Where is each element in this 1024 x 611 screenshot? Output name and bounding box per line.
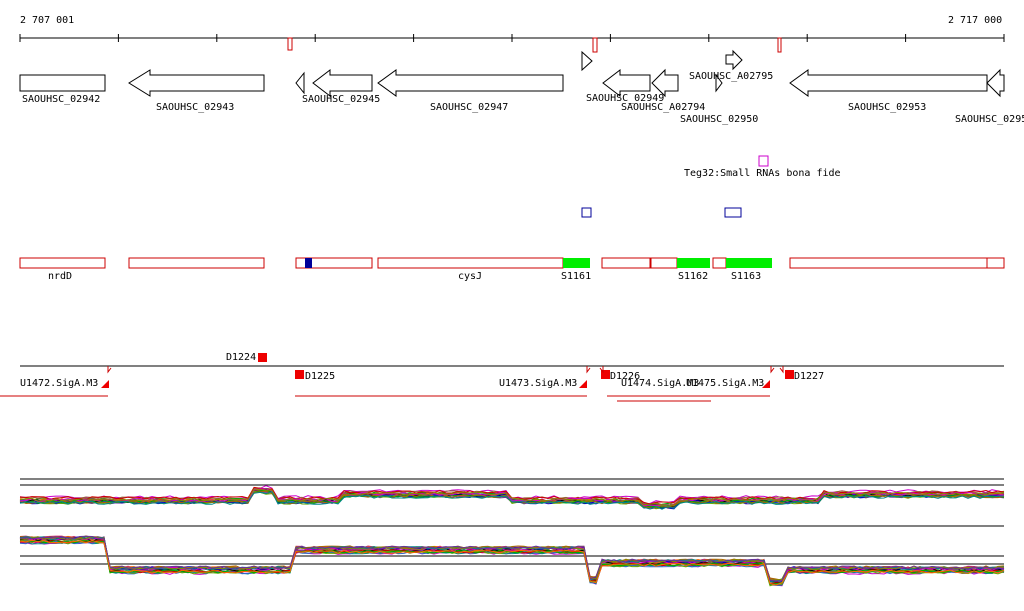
- promoter-tick: [107, 366, 112, 374]
- srna-box[interactable]: [581, 207, 592, 218]
- gene-arrow[interactable]: [602, 68, 651, 98]
- tss-d1224[interactable]: [258, 353, 267, 362]
- feature-label-s1162: S1162: [678, 271, 708, 282]
- expression-trace: [19, 537, 1005, 583]
- expression-trace: [19, 535, 1005, 581]
- promoter-marker: [762, 380, 770, 388]
- srna-s1163[interactable]: [726, 258, 772, 268]
- gene-label: SAOUHSC_0295: [955, 114, 1024, 125]
- ruler-start-label: 2 707 001: [20, 15, 74, 26]
- srna-note: Teg32:Small RNAs bona fide: [684, 168, 841, 179]
- coordinate-ruler: 2 707 001 2 717 000: [19, 15, 1005, 53]
- gene-arrow[interactable]: [377, 69, 564, 97]
- feature-box[interactable]: [377, 257, 564, 269]
- gene-label: SAOUHSC_02945: [302, 94, 380, 105]
- expression-track-lower: [19, 525, 1005, 587]
- expression-trace: [19, 539, 1005, 586]
- gene-arrow[interactable]: [581, 50, 593, 72]
- gene-track: [19, 49, 1005, 98]
- gene-arrow[interactable]: [715, 73, 723, 93]
- gene-arrow[interactable]: [295, 71, 305, 95]
- srna-s1161[interactable]: [563, 258, 590, 268]
- promoter-label-u1474: U1474.SigA.M3: [621, 378, 699, 389]
- gene-label: SAOUHSC_02950: [680, 114, 758, 125]
- gene-arrow[interactable]: [725, 49, 743, 71]
- expression-track-upper: [19, 478, 1005, 510]
- feature-box[interactable]: [295, 257, 373, 269]
- gene-arrow[interactable]: [651, 68, 679, 98]
- feature-track: nrdD cysJ S1161 S1162 S1163: [19, 257, 1005, 282]
- tss-d1225[interactable]: [295, 370, 304, 379]
- expression-trace: [19, 536, 1005, 582]
- gene-label: SAOUHSC_A02794: [621, 102, 705, 113]
- srna-track: Teg32:Small RNAs bona fide: [581, 155, 841, 218]
- promoter-label-u1475: U1475.SigA.M3: [686, 378, 764, 389]
- tss-label-d1224: D1224: [226, 352, 256, 363]
- tss-track: D1224 D1225 D1226 D1227 U1472.SigA.M3 U1…: [0, 352, 1004, 402]
- promoter-tick: [599, 366, 604, 374]
- promoter-tick: [586, 366, 591, 374]
- promoter-label-u1472: U1472.SigA.M3: [20, 378, 98, 389]
- expression-trace: [19, 537, 1005, 582]
- gene-arrow[interactable]: [128, 69, 265, 97]
- promoter-marker: [579, 380, 587, 388]
- feature-label-s1163: S1163: [731, 271, 761, 282]
- expression-traces: [19, 535, 1005, 587]
- gene-label: SAOUHSC_02942: [22, 94, 100, 105]
- feature-label-nrdd: nrdD: [48, 271, 72, 282]
- gene-arrow[interactable]: [19, 74, 106, 92]
- ruler-marker: [592, 37, 598, 53]
- promoter-tick: [770, 366, 775, 374]
- gene-label: SAOUHSC_02947: [430, 102, 508, 113]
- gene-arrow[interactable]: [986, 68, 1005, 98]
- feature-box[interactable]: [601, 257, 651, 269]
- ruler-marker: [777, 37, 782, 53]
- feature-box[interactable]: [712, 257, 727, 269]
- feature-box[interactable]: [128, 257, 265, 269]
- ruler-end-label: 2 717 000: [948, 15, 1002, 26]
- tss-d1227[interactable]: [785, 370, 794, 379]
- expression-trace: [19, 538, 1005, 584]
- feature-label-cysj: cysJ: [458, 271, 482, 282]
- tss-label-d1227: D1227: [794, 371, 824, 382]
- promoter-marker: [101, 380, 109, 388]
- expression-traces: [19, 485, 1005, 510]
- srna-box[interactable]: [724, 207, 742, 218]
- gene-arrow[interactable]: [312, 68, 373, 98]
- gene-label: SAOUHSC_02949: [586, 93, 664, 104]
- gene-arrow[interactable]: [789, 69, 988, 97]
- feature-box[interactable]: [789, 257, 988, 269]
- teg32-marker[interactable]: [758, 155, 769, 167]
- expression-trace: [19, 536, 1005, 582]
- promoter-tick: [779, 366, 784, 374]
- srna-s1162[interactable]: [677, 258, 710, 268]
- tss-label-d1226: D1226: [610, 371, 640, 382]
- ruler-ticks: [19, 34, 1005, 42]
- gene-label: SAOUHSC_A02795: [689, 71, 773, 82]
- feature-box[interactable]: [650, 257, 678, 269]
- gene-labels: SAOUHSC_02942 SAOUHSC_02943 SAOUHSC_0294…: [22, 71, 1024, 125]
- expression-trace: [19, 537, 1005, 584]
- ruler-marker: [287, 37, 293, 51]
- blue-feature[interactable]: [305, 258, 312, 268]
- gene-label: SAOUHSC_02953: [848, 102, 926, 113]
- feature-label-s1161: S1161: [561, 271, 591, 282]
- expression-trace: [19, 539, 1005, 585]
- feature-box[interactable]: [986, 257, 1005, 269]
- expression-trace: [19, 491, 1005, 510]
- expression-trace: [19, 488, 1005, 507]
- gene-label: SAOUHSC_02943: [156, 102, 234, 113]
- tss-d1226[interactable]: [601, 370, 610, 379]
- promoter-label-u1473: U1473.SigA.M3: [499, 378, 577, 389]
- feature-box[interactable]: [19, 257, 106, 269]
- tss-label-d1225: D1225: [305, 371, 335, 382]
- expression-trace: [19, 535, 1005, 582]
